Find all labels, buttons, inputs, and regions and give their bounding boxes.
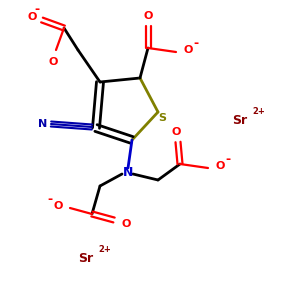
Text: O: O	[48, 57, 58, 67]
Text: O: O	[183, 45, 193, 55]
Text: -: -	[225, 153, 231, 166]
Text: O: O	[143, 11, 153, 21]
Text: -: -	[34, 3, 40, 15]
Text: N: N	[123, 166, 133, 180]
Text: N: N	[38, 119, 48, 129]
Text: O: O	[121, 219, 131, 229]
Text: O: O	[171, 127, 181, 137]
Text: O: O	[27, 12, 37, 22]
Text: -: -	[47, 193, 52, 205]
Text: O: O	[215, 161, 225, 171]
Text: S: S	[158, 113, 166, 123]
Text: Sr: Sr	[232, 113, 247, 127]
Text: 2+: 2+	[98, 246, 111, 255]
Text: Sr: Sr	[78, 251, 93, 265]
Text: 2+: 2+	[252, 107, 265, 116]
Text: O: O	[53, 201, 63, 211]
Text: -: -	[194, 38, 199, 51]
